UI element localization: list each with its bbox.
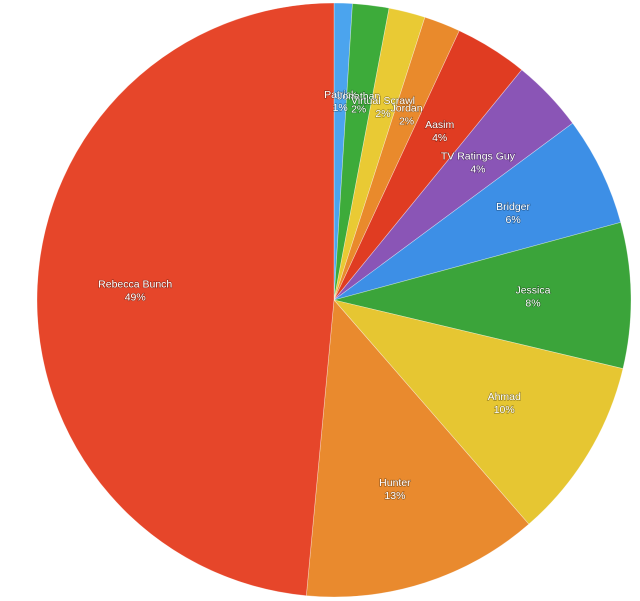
slice-label: Jonathan <box>337 90 380 102</box>
slice-value-label: 4% <box>432 132 447 144</box>
pie-slice <box>36 2 335 597</box>
slice-label: Ahmad <box>488 391 521 403</box>
slice-value-label: 4% <box>470 163 485 175</box>
slice-label: Bridger <box>496 201 530 213</box>
slice-label: Virtual Scrawl <box>351 95 415 107</box>
slice-value-label: 13% <box>384 490 405 502</box>
pie-slice <box>333 222 632 370</box>
slice-value-label: 49% <box>125 292 146 304</box>
slice-label: Hunter <box>379 477 411 489</box>
slice-value-label: 2% <box>375 108 390 120</box>
slice-label: TV Ratings Guy <box>441 150 516 162</box>
slice-value-label: 6% <box>505 214 520 226</box>
pie-slice <box>305 299 530 598</box>
slice-label: Jessica <box>515 285 550 297</box>
slice-label: Rebecca Bunch <box>98 279 172 291</box>
slice-label: Jordan <box>391 102 423 114</box>
slice-value-label: 8% <box>525 298 540 310</box>
slice-value-label: 1% <box>333 102 348 114</box>
slice-value-label: 2% <box>351 103 366 115</box>
slice-value-label: 10% <box>494 404 515 416</box>
slice-label: Patrick <box>324 89 357 101</box>
slice-value-label: 2% <box>399 115 414 127</box>
slice-label: Aasim <box>425 119 454 131</box>
pie-slice <box>333 299 624 525</box>
